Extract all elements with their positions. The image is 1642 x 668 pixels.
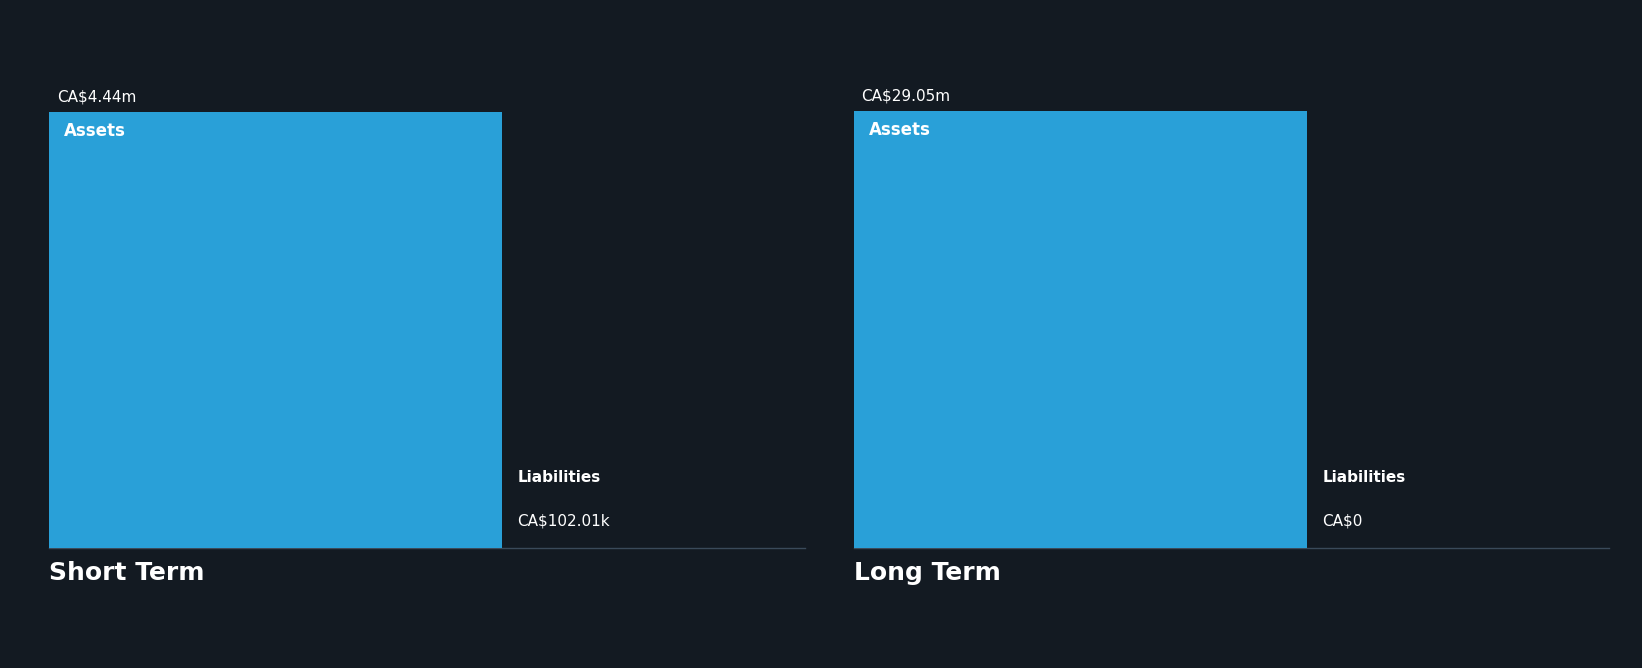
Text: CA$102.01k: CA$102.01k bbox=[517, 514, 611, 528]
Bar bbox=[854, 111, 1307, 548]
Text: Assets: Assets bbox=[869, 121, 931, 139]
Text: Long Term: Long Term bbox=[854, 561, 1000, 585]
Text: Liabilities: Liabilities bbox=[1322, 470, 1406, 485]
Text: Assets: Assets bbox=[64, 122, 126, 140]
Text: Short Term: Short Term bbox=[49, 561, 205, 585]
Text: CA$4.44m: CA$4.44m bbox=[57, 90, 136, 105]
Text: CA$0: CA$0 bbox=[1322, 514, 1363, 528]
Text: CA$29.05m: CA$29.05m bbox=[862, 89, 951, 104]
Text: Liabilities: Liabilities bbox=[517, 470, 601, 485]
Bar bbox=[49, 112, 502, 548]
